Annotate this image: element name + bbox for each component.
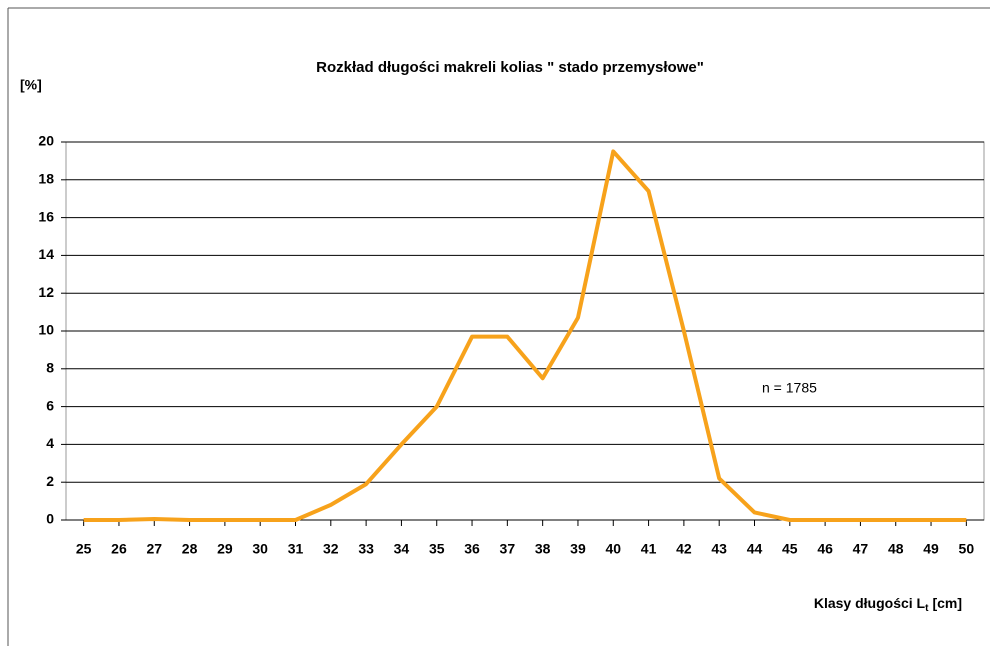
x-tick-label: 28 — [182, 541, 198, 557]
x-label-main: Klasy długości L — [814, 595, 926, 611]
x-tick-label: 38 — [535, 541, 551, 557]
x-tick-label: 27 — [146, 541, 162, 557]
x-tick-label: 31 — [288, 541, 304, 557]
y-tick-label: 20 — [38, 133, 54, 149]
x-tick-label: 42 — [676, 541, 692, 557]
x-tick-label: 43 — [711, 541, 727, 557]
x-tick-label: 49 — [923, 541, 939, 557]
x-tick-label: 33 — [358, 541, 374, 557]
x-tick-label: 32 — [323, 541, 339, 557]
x-tick-label: 25 — [76, 541, 92, 557]
y-tick-label: 0 — [46, 511, 54, 527]
x-tick-label: 48 — [888, 541, 904, 557]
y-axis-label: [%] — [20, 77, 42, 93]
y-tick-label: 6 — [46, 397, 54, 413]
x-tick-label: 29 — [217, 541, 233, 557]
y-tick-label: 16 — [38, 208, 54, 224]
x-tick-label: 47 — [853, 541, 869, 557]
y-tick-label: 4 — [46, 435, 54, 451]
x-axis-label: Klasy długości Lt [cm] — [814, 595, 962, 614]
x-tick-label: 50 — [959, 541, 975, 557]
x-tick-label: 44 — [747, 541, 763, 557]
y-tick-label: 8 — [46, 360, 54, 376]
x-tick-label: 45 — [782, 541, 798, 557]
x-tick-label: 36 — [464, 541, 480, 557]
y-tick-label: 18 — [38, 171, 54, 187]
x-tick-label: 30 — [252, 541, 268, 557]
y-tick-label: 10 — [38, 322, 54, 338]
x-tick-label: 35 — [429, 541, 445, 557]
x-tick-label: 37 — [500, 541, 516, 557]
y-tick-label: 14 — [38, 246, 54, 262]
x-tick-label: 41 — [641, 541, 657, 557]
x-tick-label: 40 — [605, 541, 621, 557]
x-tick-label: 26 — [111, 541, 127, 557]
x-label-sub: t — [925, 603, 929, 614]
annotation: n = 1785 — [762, 380, 817, 396]
data-line — [83, 149, 967, 522]
x-tick-label: 46 — [817, 541, 833, 557]
x-label-unit: [cm] — [932, 595, 962, 611]
chart-title: Rozkład długości makreli kolias " stado … — [316, 59, 704, 76]
y-tick-label: 2 — [46, 473, 54, 489]
y-tick-label: 12 — [38, 284, 54, 300]
x-tick-label: 34 — [394, 541, 410, 557]
x-tick-label: 39 — [570, 541, 586, 557]
